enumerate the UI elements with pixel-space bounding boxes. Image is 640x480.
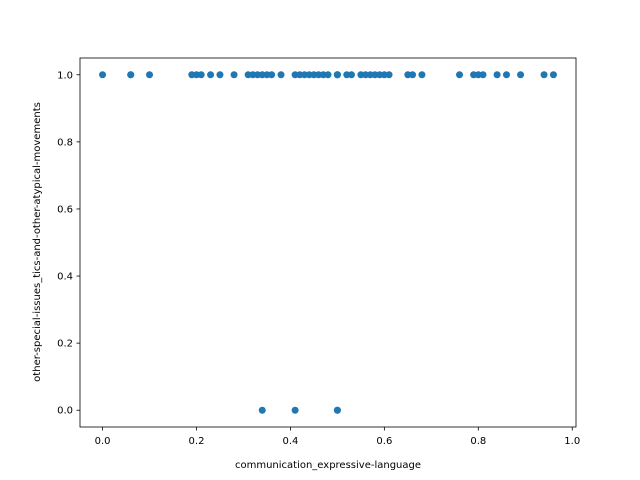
data-point <box>493 71 501 79</box>
y-tick-label: 0.2 <box>57 339 73 350</box>
data-point <box>197 71 205 79</box>
data-point <box>347 71 355 79</box>
y-axis-ticks: 0.0 0.2 0.4 0.6 0.8 1.0 <box>57 70 80 417</box>
x-tick-label: 0.0 <box>95 436 111 447</box>
y-tick-label: 0.6 <box>57 204 73 215</box>
data-point <box>540 71 548 79</box>
data-point <box>324 71 332 79</box>
y-tick-label: 0.4 <box>57 272 73 283</box>
data-point <box>385 71 393 79</box>
x-axis-label: communication_expressive-language <box>235 460 421 471</box>
data-point <box>146 71 154 79</box>
data-point <box>333 406 341 414</box>
x-tick-label: 1.0 <box>564 436 580 447</box>
data-point <box>418 71 426 79</box>
x-tick-label: 0.8 <box>470 436 486 447</box>
data-point <box>277 71 285 79</box>
data-point <box>502 71 510 79</box>
x-tick-label: 0.6 <box>376 436 392 447</box>
data-points <box>99 71 557 414</box>
data-point <box>291 406 299 414</box>
data-point <box>409 71 417 79</box>
plot-frame <box>79 57 577 428</box>
y-tick-label: 0.0 <box>57 406 73 417</box>
data-point <box>230 71 238 79</box>
y-tick-label: 0.8 <box>57 137 73 148</box>
data-point <box>456 71 464 79</box>
data-point <box>99 71 107 79</box>
data-point <box>549 71 557 79</box>
x-tick-label: 0.4 <box>282 436 298 447</box>
data-point <box>207 71 215 79</box>
x-axis-ticks: 0.0 0.2 0.4 0.6 0.8 1.0 <box>95 427 580 447</box>
y-tick-label: 1.0 <box>57 70 73 81</box>
data-point <box>258 406 266 414</box>
data-point <box>216 71 224 79</box>
y-axis-label: other-special-issues_tics-and-other-atyp… <box>32 102 43 382</box>
data-point <box>517 71 525 79</box>
data-point <box>127 71 135 79</box>
data-point <box>268 71 276 79</box>
data-point <box>479 71 487 79</box>
x-tick-label: 0.2 <box>189 436 205 447</box>
data-point <box>333 71 341 79</box>
